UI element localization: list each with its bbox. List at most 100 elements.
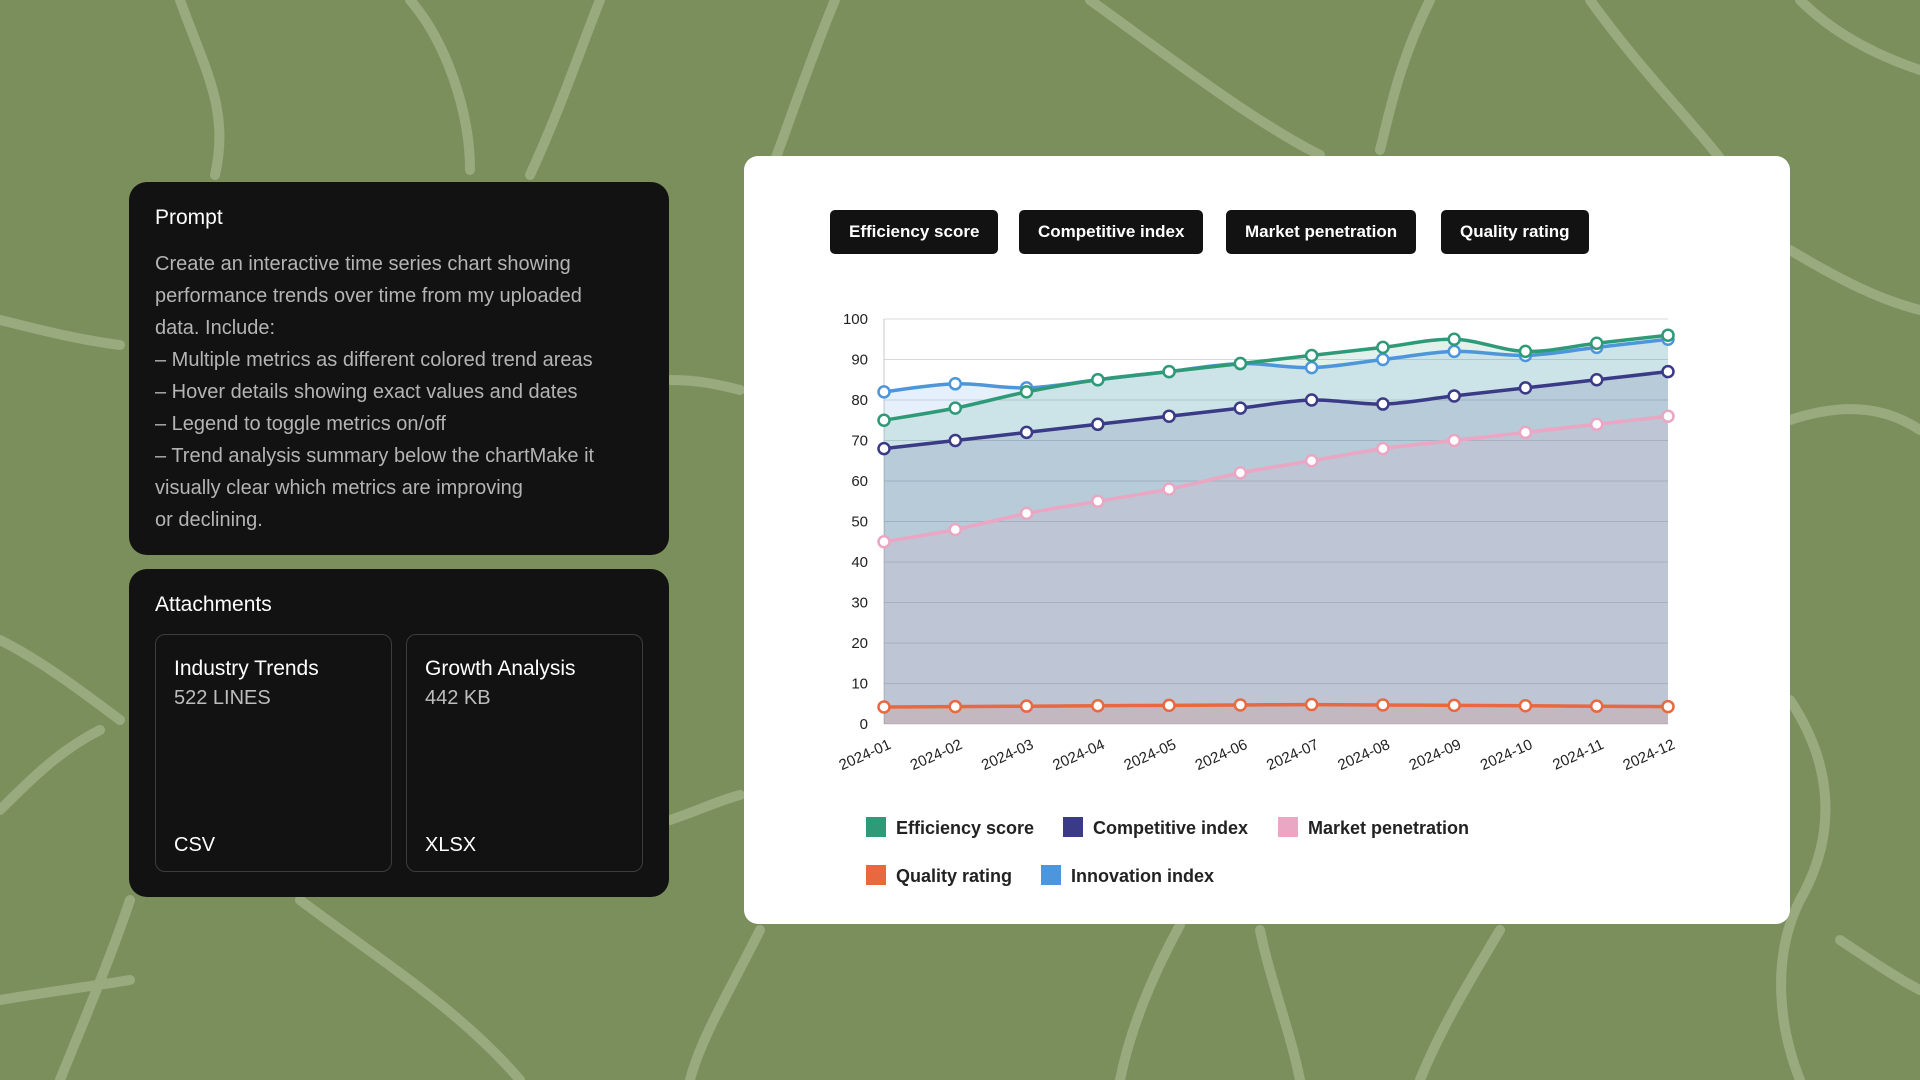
quality-rating-point[interactable] [1447,698,1461,713]
innovation-index-point[interactable] [948,377,963,391]
attachment-card-growth-analysis[interactable]: Growth Analysis 442 KB XLSX [406,634,643,872]
legend-label-quality-rating[interactable]: Quality rating [896,866,1012,886]
legend-swatch-quality-rating[interactable] [866,865,886,885]
innovation-index-point[interactable] [1447,344,1461,359]
attachment-card-industry-trends[interactable]: Industry Trends 522 LINES CSV [155,634,392,872]
attachment-meta: 442 KB [425,687,491,709]
competitive-index-point[interactable] [877,441,891,456]
y-tick-label: 10 [851,676,868,693]
x-tick-label: 2024-10 [1478,736,1535,774]
competitive-index-point[interactable] [1162,409,1176,423]
competitive-index-area [884,371,1668,724]
prompt-line: visually clear which metrics are improvi… [155,477,523,499]
efficiency-score-point[interactable] [1019,385,1034,399]
y-tick-label: 30 [851,595,868,612]
competitive-index-point[interactable] [1019,425,1034,440]
innovation-index-point[interactable] [877,385,891,399]
market-penetration-point[interactable] [1518,425,1533,440]
legend-label-innovation-index[interactable]: Innovation index [1071,866,1214,886]
legend-swatch-competitive-index[interactable] [1063,817,1083,837]
prompt-line: – Legend to toggle metrics on/off [155,413,446,435]
market-penetration-point[interactable] [1019,506,1034,521]
prompt-text: Create an interactive time series chart … [155,248,643,536]
x-tick-label: 2024-01 [836,736,893,774]
quality-rating-point[interactable] [948,699,963,714]
x-tick-label: 2024-06 [1193,736,1250,774]
x-tick-label: 2024-08 [1335,736,1392,774]
efficiency-score-point[interactable] [1304,348,1319,363]
quality-rating-point[interactable] [1376,698,1390,712]
innovation-index-point[interactable] [1304,360,1319,375]
prompt-line: Create an interactive time series chart … [155,253,571,275]
y-tick-label: 70 [851,433,868,450]
efficiency-score-point[interactable] [1589,336,1604,351]
x-tick-label: 2024-07 [1264,736,1321,774]
legend-swatch-market-penetration[interactable] [1278,817,1298,837]
efficiency-score-point[interactable] [1376,340,1390,355]
legend-label-efficiency-score[interactable]: Efficiency score [896,818,1034,838]
y-tick-label: 50 [851,514,868,531]
efficiency-score-point[interactable] [1233,356,1248,371]
legend-label-competitive-index[interactable]: Competitive index [1093,818,1248,838]
legend-swatch-innovation-index[interactable] [1041,865,1061,885]
competitive-index-point[interactable] [1589,373,1604,387]
competitive-index-point[interactable] [1447,389,1461,403]
market-penetration-point[interactable] [1233,466,1248,480]
y-tick-label: 60 [851,473,868,490]
y-tick-label: 0 [860,716,868,733]
market-penetration-point[interactable] [1661,409,1675,423]
competitive-index-point[interactable] [1376,397,1390,411]
quality-rating-point[interactable] [1233,698,1248,712]
efficiency-score-point[interactable] [877,413,891,427]
chip-efficiency-score[interactable]: Efficiency score [830,210,999,254]
attachment-meta: 522 LINES [174,687,271,709]
prompt-line: or declining. [155,509,263,531]
quality-rating-point[interactable] [1304,697,1319,712]
prompt-panel: Prompt Create an interactive time series… [129,182,669,555]
efficiency-score-point[interactable] [1661,328,1675,342]
quality-rating-point[interactable] [877,700,891,714]
attachment-name: Growth Analysis [425,657,576,680]
prompt-line: – Multiple metrics as different colored … [155,349,593,371]
efficiency-score-point[interactable] [1091,373,1105,387]
competitive-index-point[interactable] [1661,364,1675,379]
competitive-index-point[interactable] [1304,393,1319,407]
quality-rating-point[interactable] [1091,699,1105,713]
prompt-line: – Hover details showing exact values and… [155,381,578,403]
quality-rating-point[interactable] [1019,699,1034,713]
market-penetration-point[interactable] [1304,454,1319,468]
efficiency-score-point[interactable] [1518,344,1533,359]
attachment-name: Industry Trends [174,657,319,680]
innovation-index-point[interactable] [1376,352,1390,367]
quality-rating-point[interactable] [1162,698,1176,713]
prompt-line: performance trends over time from my upl… [155,285,582,307]
efficiency-score-point[interactable] [948,401,963,415]
competitive-index-point[interactable] [948,433,963,448]
quality-rating-point[interactable] [1518,699,1533,713]
market-penetration-point[interactable] [877,535,891,549]
market-penetration-point[interactable] [1376,441,1390,456]
efficiency-score-point[interactable] [1162,364,1176,379]
competitive-index-point[interactable] [1233,401,1248,415]
chip-market-penetration[interactable]: Market penetration [1226,210,1417,254]
attachments-title: Attachments [155,593,272,616]
legend-label-market-penetration[interactable]: Market penetration [1308,818,1469,838]
chip-quality-rating[interactable]: Quality rating [1441,210,1589,254]
chip-competitive-index[interactable]: Competitive index [1019,210,1204,254]
market-penetration-point[interactable] [1447,433,1461,448]
market-penetration-point[interactable] [1589,417,1604,432]
quality-rating-point[interactable] [1589,699,1604,713]
competitive-index-point[interactable] [1518,381,1533,395]
market-penetration-point[interactable] [948,522,963,537]
attachments-panel: Attachments Industry Trends 522 LINES CS… [129,569,669,897]
chart-card: Efficiency score Competitive index Marke… [744,156,1790,924]
market-penetration-point[interactable] [1091,494,1105,508]
efficiency-score-point[interactable] [1447,332,1461,346]
y-tick-label: 90 [851,352,868,369]
x-tick-label: 2024-03 [979,736,1036,774]
legend-swatch-efficiency-score[interactable] [866,817,886,837]
quality-rating-point[interactable] [1661,699,1675,714]
quality-rating-area [884,704,1668,724]
competitive-index-point[interactable] [1091,417,1105,432]
market-penetration-point[interactable] [1162,482,1176,496]
